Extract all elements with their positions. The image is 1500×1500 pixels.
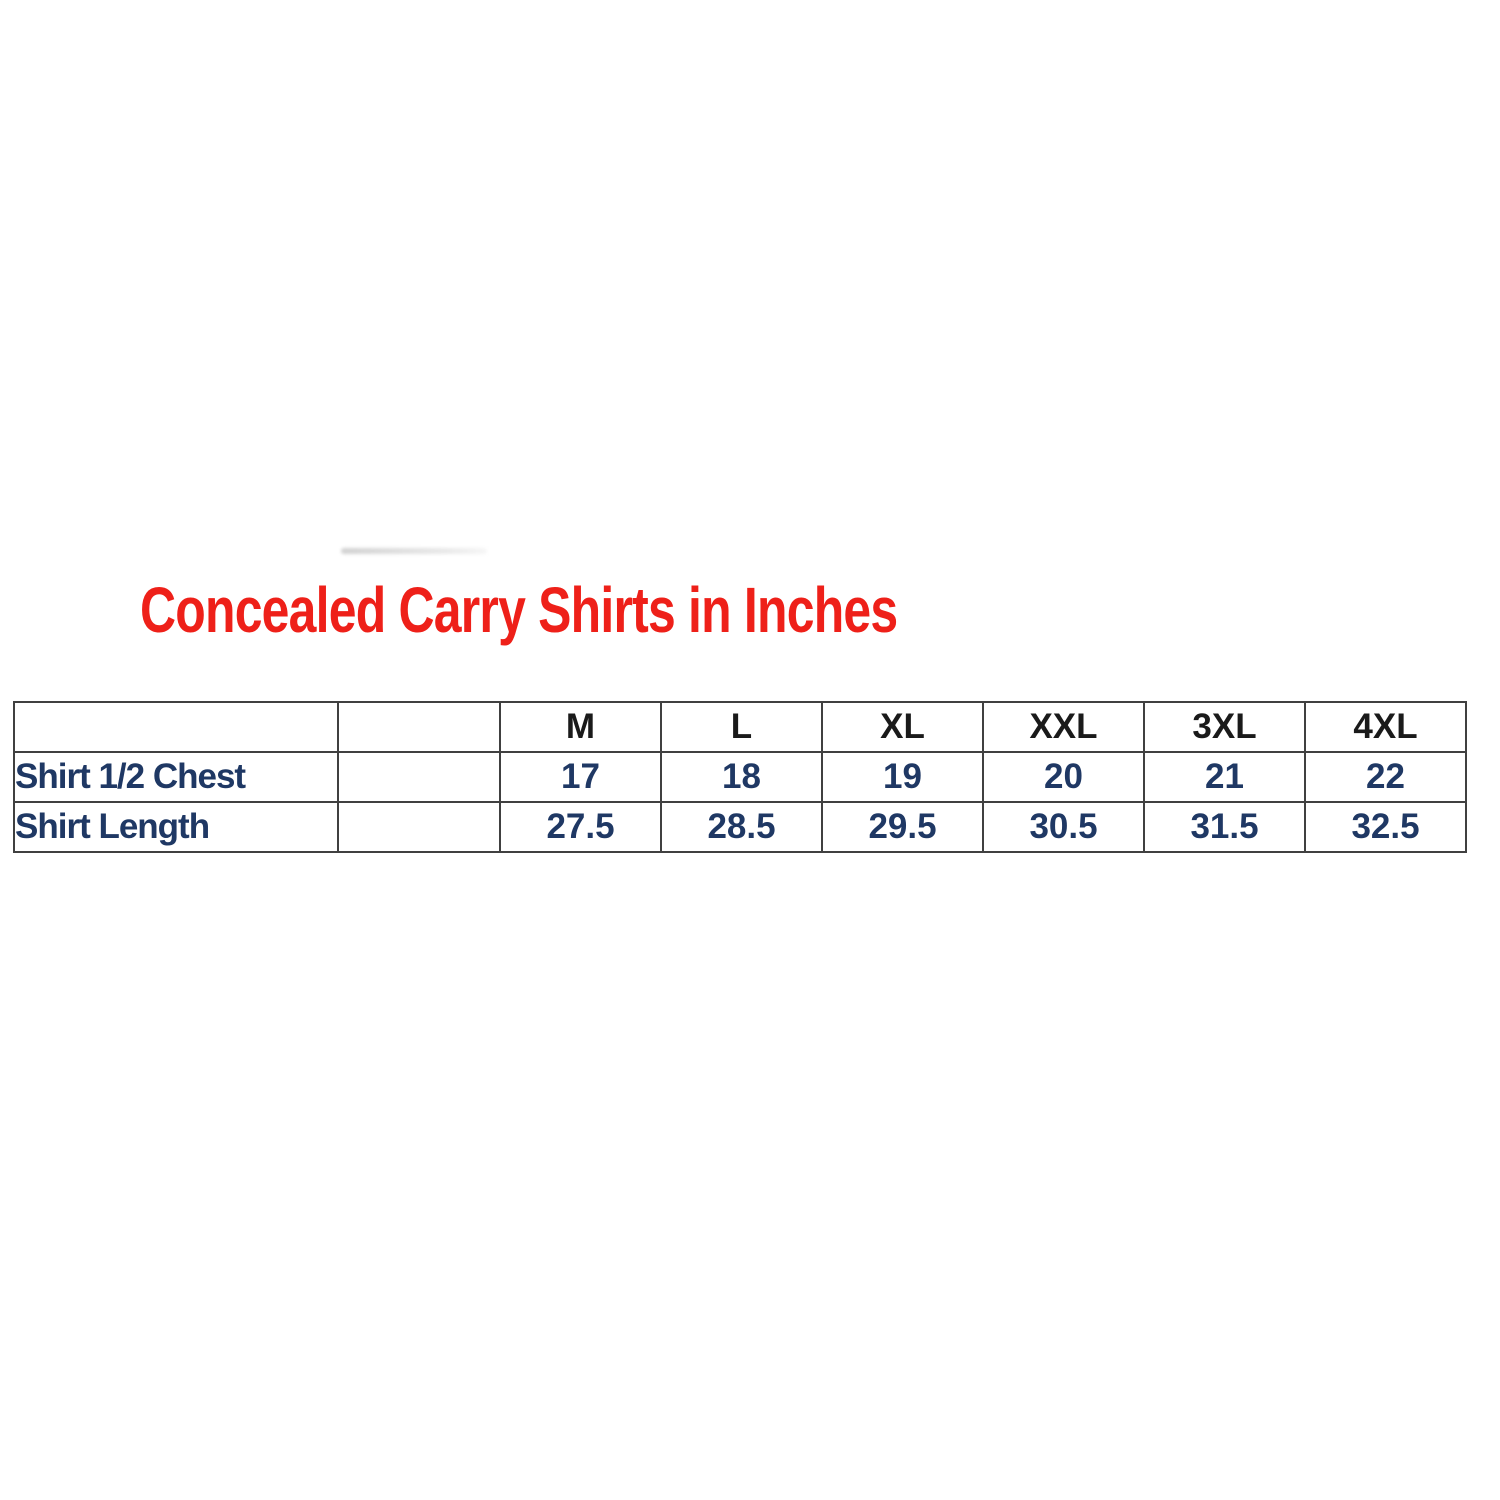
row-label-cell: Shirt Length xyxy=(13,801,339,853)
header-blank-cell xyxy=(13,701,339,753)
table-row-chest: Shirt 1/2 Chest 17 18 19 20 21 22 xyxy=(13,751,1467,803)
size-header-cell-xl: XL xyxy=(821,701,984,753)
value-cell: 17 xyxy=(499,751,662,803)
value-cell: 21 xyxy=(1143,751,1306,803)
value-cell: 19 xyxy=(821,751,984,803)
header-blank-cell xyxy=(337,701,501,753)
chart-title: Concealed Carry Shirts in Inches xyxy=(140,578,1111,642)
row-label-cell: Shirt 1/2 Chest xyxy=(13,751,339,803)
value-cell: 29.5 xyxy=(821,801,984,853)
size-table: M L XL XXL 3XL 4XL Shirt 1/2 Chest 17 18… xyxy=(13,701,1467,853)
value-cell: 27.5 xyxy=(499,801,662,853)
size-header-cell-m: M xyxy=(499,701,662,753)
spacer-cell xyxy=(337,751,501,803)
size-header-cell-l: L xyxy=(660,701,823,753)
size-header-cell-4xl: 4XL xyxy=(1304,701,1467,753)
table-row-length: Shirt Length 27.5 28.5 29.5 30.5 31.5 32… xyxy=(13,801,1467,853)
value-cell: 22 xyxy=(1304,751,1467,803)
size-header-cell-3xl: 3XL xyxy=(1143,701,1306,753)
value-cell: 28.5 xyxy=(660,801,823,853)
value-cell: 31.5 xyxy=(1143,801,1306,853)
value-cell: 32.5 xyxy=(1304,801,1467,853)
scan-smudge-artifact xyxy=(341,548,487,554)
value-cell: 18 xyxy=(660,751,823,803)
spacer-cell xyxy=(337,801,501,853)
value-cell: 30.5 xyxy=(982,801,1145,853)
value-cell: 20 xyxy=(982,751,1145,803)
table-header-row: M L XL XXL 3XL 4XL xyxy=(13,701,1467,753)
chart-title-text: Concealed Carry Shirts in Inches xyxy=(140,574,898,646)
size-header-cell-xxl: XXL xyxy=(982,701,1145,753)
